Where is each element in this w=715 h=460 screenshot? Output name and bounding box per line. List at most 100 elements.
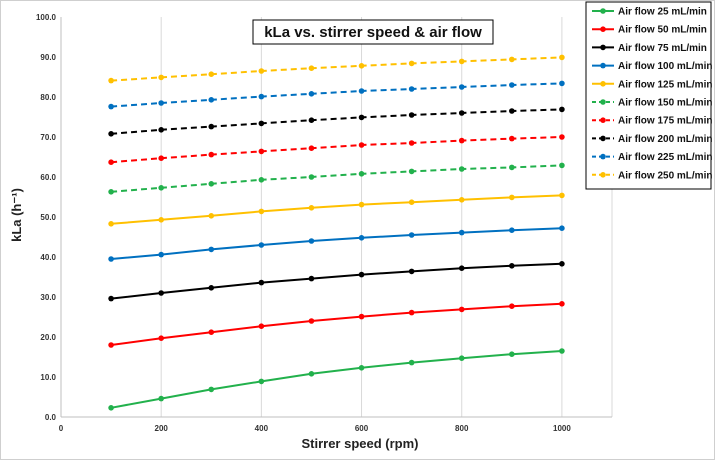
y-tick-label: 90.0 [40, 53, 56, 62]
data-point [559, 301, 565, 307]
data-point [458, 229, 465, 236]
y-tick-label: 60.0 [40, 173, 56, 182]
data-point [559, 225, 565, 231]
data-point [208, 285, 215, 291]
legend-item: Air flow 75 mL/min [592, 43, 707, 54]
legend-swatch-marker [600, 135, 606, 142]
data-point [258, 378, 265, 385]
data-point [358, 88, 365, 94]
legend-swatch-marker [600, 81, 606, 87]
series-line [111, 56, 562, 82]
data-point [208, 123, 215, 130]
legend-item: Air flow 225 mL/min [592, 152, 712, 163]
data-point [258, 148, 265, 155]
data-point [509, 194, 515, 201]
data-point [509, 303, 515, 310]
data-point [258, 208, 265, 215]
data-point [308, 205, 315, 211]
data-point [408, 140, 415, 146]
y-axis-label: kLa (h⁻¹) [9, 188, 24, 242]
y-tick-label: 40.0 [40, 253, 56, 262]
data-point [509, 56, 515, 63]
legend-item: Air flow 25 mL/min [592, 7, 707, 18]
data-point [358, 114, 365, 121]
data-point [208, 97, 215, 103]
data-point [158, 100, 164, 106]
data-point [158, 155, 164, 161]
data-point [158, 74, 164, 81]
data-point [559, 348, 565, 354]
data-point [509, 108, 515, 114]
series-line [111, 194, 562, 225]
y-tick-label: 30.0 [40, 293, 56, 302]
data-point [458, 355, 465, 362]
data-point [108, 189, 114, 195]
data-point [108, 342, 114, 348]
x-tick-label: 400 [255, 424, 269, 433]
data-point [509, 135, 515, 142]
y-tick-label: 20.0 [40, 333, 56, 342]
data-point [158, 127, 164, 133]
data-point [308, 65, 315, 71]
legend-swatch-marker [600, 172, 606, 178]
legend-label: Air flow 125 mL/min [618, 79, 712, 90]
data-point [408, 60, 415, 67]
chart-title: kLa vs. stirrer speed & air flow [264, 24, 482, 41]
series-line [111, 164, 562, 193]
data-point [308, 117, 315, 123]
legend-label: Air flow 75 mL/min [618, 43, 707, 54]
series-9 [108, 80, 565, 110]
grid-lines [160, 17, 613, 417]
data-point [108, 256, 114, 262]
series-7 [108, 134, 565, 165]
data-point [509, 82, 515, 88]
data-point [458, 306, 465, 313]
legend-item: Air flow 175 mL/min [592, 116, 712, 127]
series-line [111, 227, 562, 260]
series-4 [108, 225, 565, 262]
legend-label: Air flow 50 mL/min [618, 25, 707, 36]
series-5 [108, 192, 565, 227]
data-point [559, 162, 565, 169]
legend-label: Air flow 250 mL/min [618, 170, 712, 181]
data-point [108, 159, 114, 165]
legend-item: Air flow 125 mL/min [592, 79, 712, 90]
data-point [158, 335, 164, 342]
series-line [111, 108, 562, 135]
legend-item: Air flow 200 mL/min [592, 134, 712, 145]
data-point [258, 120, 265, 127]
data-point [208, 151, 215, 158]
data-point [458, 110, 465, 116]
data-point [458, 166, 465, 172]
data-point [358, 365, 365, 371]
data-point [308, 318, 315, 324]
data-point [509, 227, 515, 233]
y-tick-label: 50.0 [40, 213, 56, 222]
data-point [158, 395, 164, 402]
data-point [358, 171, 365, 177]
legend-label: Air flow 25 mL/min [618, 7, 707, 18]
data-point [308, 145, 315, 151]
data-point [208, 71, 215, 77]
data-point [358, 271, 365, 278]
data-point [509, 164, 515, 171]
legend-item: Air flow 250 mL/min [592, 170, 712, 181]
data-point [258, 279, 265, 286]
series-line [111, 82, 562, 108]
data-point [458, 197, 465, 203]
legend-swatch-marker [600, 26, 606, 32]
data-point [358, 63, 365, 69]
legend-swatch-marker [600, 8, 606, 14]
data-point [559, 54, 565, 61]
data-point [208, 181, 215, 187]
legend-swatch-marker [600, 44, 606, 51]
data-point [458, 265, 465, 272]
data-point [458, 137, 465, 144]
x-tick-label: 1000 [553, 424, 571, 433]
data-point [108, 103, 114, 110]
data-point [208, 246, 215, 253]
data-point [358, 142, 365, 148]
tick-labels: 0 200 400 600 800 1000 0.0 10.0 20.0 30.0 40.0 50.0… [36, 13, 571, 433]
data-point [258, 93, 265, 100]
data-point [258, 68, 265, 74]
